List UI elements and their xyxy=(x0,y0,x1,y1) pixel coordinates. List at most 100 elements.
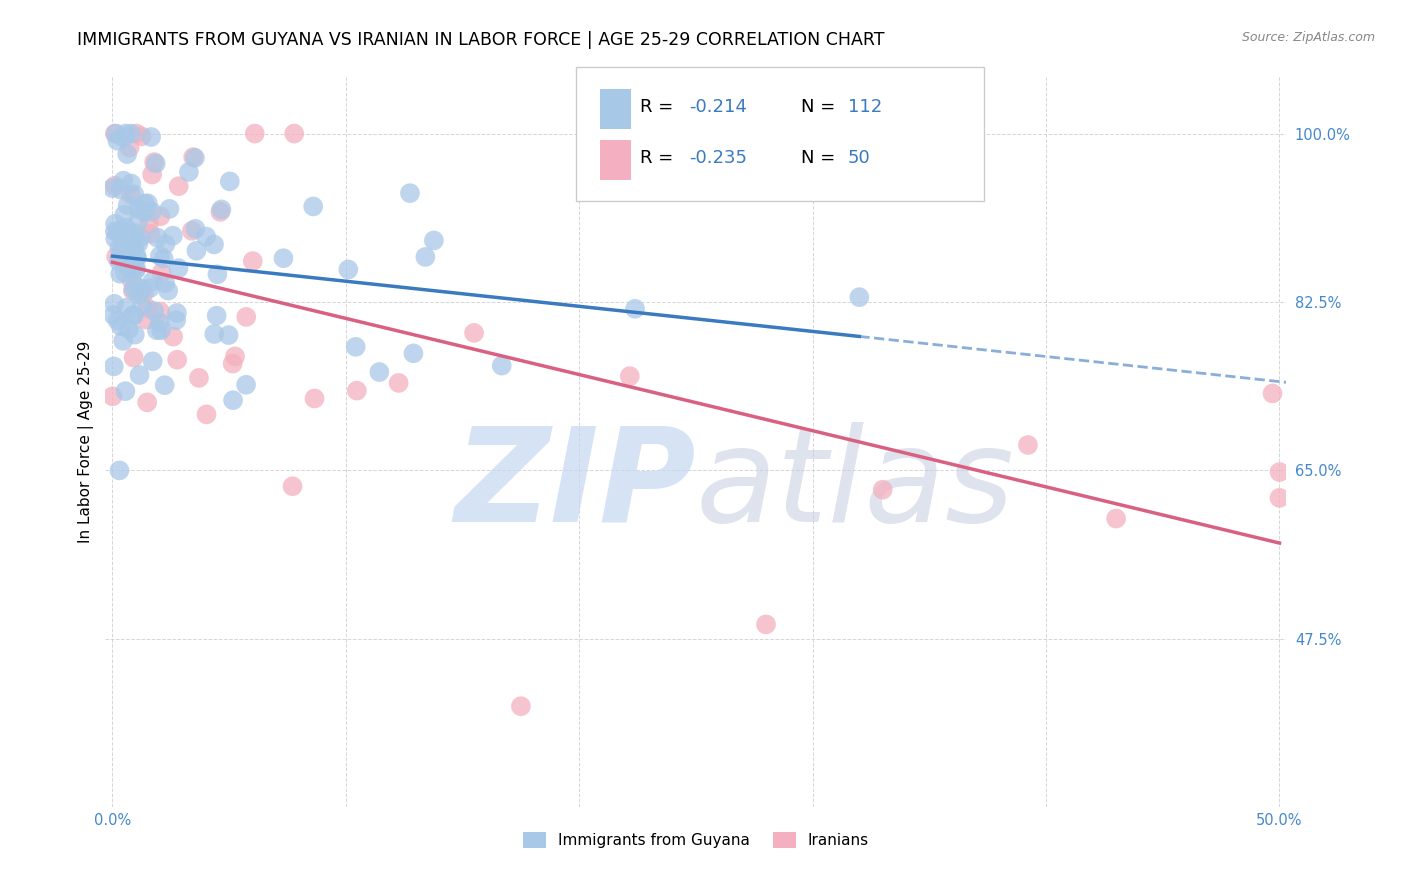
Point xyxy=(112,208,135,222)
Point xyxy=(114,384,136,399)
Point xyxy=(107,314,129,328)
Point xyxy=(103,308,125,322)
Point xyxy=(112,130,135,145)
Point xyxy=(162,329,184,343)
Point xyxy=(124,278,146,293)
Point xyxy=(141,275,163,289)
Point xyxy=(121,308,143,322)
Point xyxy=(337,262,360,277)
Point xyxy=(283,127,305,141)
Text: R =: R = xyxy=(640,98,679,116)
Point xyxy=(848,290,870,304)
Point xyxy=(135,312,157,326)
Point xyxy=(184,222,207,236)
Point xyxy=(399,186,422,201)
Point xyxy=(368,365,391,379)
Point xyxy=(134,196,156,211)
Point xyxy=(136,395,159,409)
Point xyxy=(110,244,132,258)
Point xyxy=(117,198,139,212)
Point xyxy=(122,282,145,296)
Point xyxy=(122,255,145,269)
Point xyxy=(302,199,325,213)
Point xyxy=(131,282,153,296)
Point xyxy=(180,224,202,238)
Point xyxy=(304,392,326,406)
Point xyxy=(122,309,145,323)
Point xyxy=(141,130,163,145)
Point xyxy=(619,369,641,384)
Point xyxy=(143,155,166,169)
Point xyxy=(281,479,304,493)
Point xyxy=(218,328,240,343)
Point xyxy=(105,134,128,148)
Point xyxy=(124,327,146,342)
Point xyxy=(125,261,148,276)
Text: R =: R = xyxy=(640,149,679,167)
Point xyxy=(138,217,160,231)
Point xyxy=(104,231,127,245)
Point xyxy=(165,313,187,327)
Point xyxy=(388,376,411,390)
Point xyxy=(149,209,172,223)
Point xyxy=(152,252,174,266)
Point xyxy=(209,205,232,219)
Point xyxy=(872,483,894,497)
Text: IMMIGRANTS FROM GUYANA VS IRANIAN IN LABOR FORCE | AGE 25-29 CORRELATION CHART: IMMIGRANTS FROM GUYANA VS IRANIAN IN LAB… xyxy=(77,31,884,49)
Point xyxy=(121,259,143,273)
Point xyxy=(188,371,211,385)
Point xyxy=(127,287,149,301)
Point xyxy=(141,168,163,182)
Point xyxy=(235,310,257,324)
Point xyxy=(218,174,240,188)
Point xyxy=(121,261,143,276)
Point xyxy=(115,220,138,235)
Point xyxy=(155,237,177,252)
Point xyxy=(104,224,127,238)
Point xyxy=(114,266,136,280)
Point xyxy=(125,127,148,141)
Point xyxy=(146,230,169,244)
Point xyxy=(149,304,172,318)
Point xyxy=(121,274,143,288)
Point xyxy=(122,230,145,244)
Point xyxy=(120,187,142,202)
Point xyxy=(153,378,176,392)
Text: -0.235: -0.235 xyxy=(689,149,747,167)
Point xyxy=(110,182,132,196)
Point xyxy=(118,238,141,252)
Point xyxy=(108,241,131,255)
Point xyxy=(127,214,149,228)
Point xyxy=(166,352,188,367)
Point xyxy=(122,351,145,365)
Point xyxy=(121,284,143,298)
Point xyxy=(139,227,162,241)
Point xyxy=(108,267,131,281)
Point xyxy=(101,181,124,195)
Point xyxy=(104,127,127,141)
Point xyxy=(205,309,228,323)
Point xyxy=(243,127,266,141)
Point xyxy=(110,319,132,334)
Point xyxy=(153,277,176,291)
Point xyxy=(509,699,531,714)
Point xyxy=(242,254,264,268)
Point xyxy=(104,178,127,193)
Point xyxy=(112,174,135,188)
Point xyxy=(1017,438,1039,452)
Point xyxy=(114,127,136,141)
Text: ZIP: ZIP xyxy=(454,422,696,549)
Point xyxy=(105,250,128,264)
Point xyxy=(1268,491,1291,505)
Point xyxy=(127,236,149,251)
Point xyxy=(162,228,184,243)
Point xyxy=(118,140,141,154)
Point xyxy=(107,225,129,239)
Point xyxy=(118,322,141,336)
Point xyxy=(463,326,485,340)
Point xyxy=(159,202,181,216)
Point xyxy=(125,263,148,277)
Point xyxy=(207,268,229,282)
Y-axis label: In Labor Force | Age 25-29: In Labor Force | Age 25-29 xyxy=(79,341,94,542)
Point xyxy=(120,127,142,141)
